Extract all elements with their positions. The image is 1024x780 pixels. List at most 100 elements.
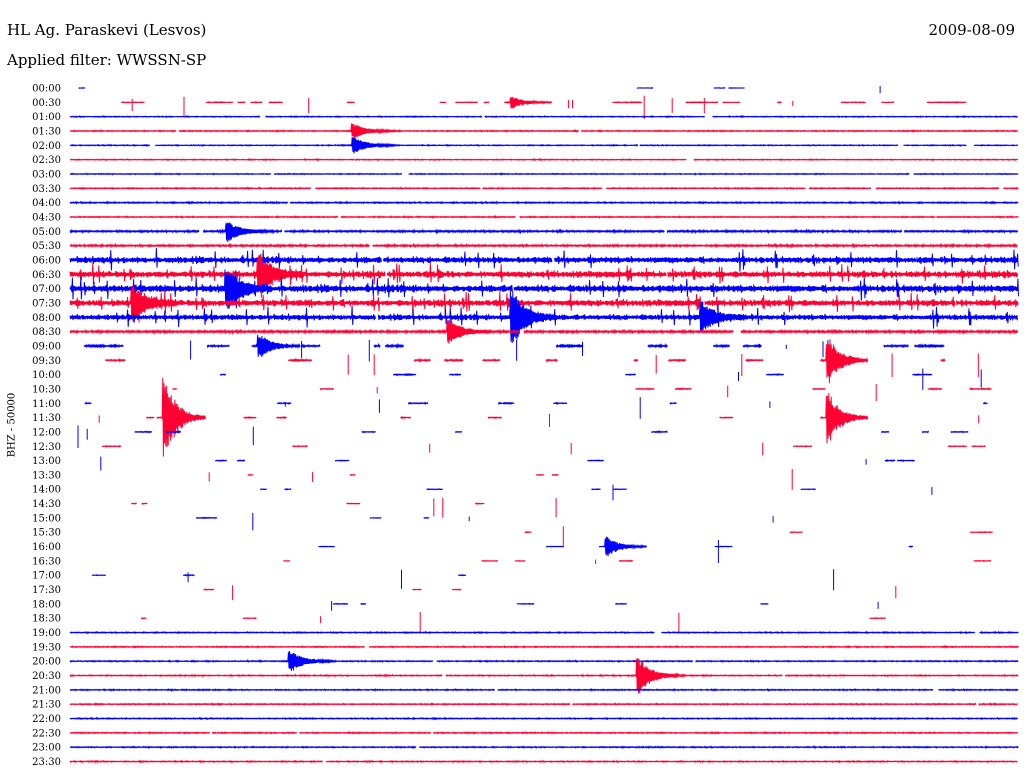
waveform-segment: [69, 186, 312, 191]
time-tick-label: 22:30: [32, 728, 61, 739]
waveform-segment: [591, 488, 601, 491]
waveform-segment: [439, 101, 447, 104]
time-tick-label: 20:30: [32, 671, 61, 682]
waveform-segment: [432, 730, 609, 735]
waveform-segment: [674, 387, 692, 391]
waveform-segment: [869, 617, 887, 620]
waveform-segment: [808, 186, 872, 191]
waveform-segment: [746, 358, 753, 362]
waveform-segment: [667, 264, 1019, 284]
waveform-segment: [69, 277, 142, 300]
waveform-segment: [504, 97, 553, 109]
waveform-segment: [793, 759, 1018, 764]
waveform-segment: [412, 588, 422, 591]
time-tick-label: 11:30: [32, 413, 61, 424]
waveform-segment: [983, 172, 1019, 176]
waveform-segment: [84, 401, 92, 405]
waveform-segment: [682, 172, 910, 176]
waveform-segment: [635, 387, 655, 391]
waveform-segment: [69, 129, 177, 133]
waveform-segment: [448, 373, 462, 377]
waveform-segment: [519, 215, 638, 219]
waveform-segment: [426, 488, 444, 491]
waveform-segment: [140, 269, 513, 309]
waveform-segment: [908, 545, 914, 548]
waveform-segment: [791, 228, 903, 235]
waveform-segment: [468, 716, 764, 721]
time-tick-label: 19:00: [32, 628, 61, 639]
waveform-segment: [497, 687, 582, 692]
waveform-segment: [283, 559, 291, 562]
waveform-segment: [361, 430, 376, 434]
waveform-segment: [989, 745, 1019, 749]
waveform-segment: [156, 157, 355, 162]
trace-row: [69, 222, 1019, 243]
time-tick-label: 02:30: [32, 155, 61, 166]
waveform-segment: [69, 200, 289, 205]
waveform-segment: [334, 459, 350, 462]
waveform-segment: [714, 545, 733, 548]
trace-row: [69, 759, 1018, 764]
trace-row: [203, 585, 897, 601]
waveform-segment: [503, 290, 553, 344]
trace-row: [69, 157, 1019, 162]
waveform-segment: [251, 334, 301, 357]
waveform-segment: [69, 158, 158, 162]
trace-row: [91, 569, 835, 591]
waveform-segment: [554, 249, 917, 272]
time-tick-label: 17:30: [32, 585, 61, 596]
waveform-segment: [315, 186, 481, 191]
waveform-segment: [732, 687, 821, 692]
waveform-segment: [896, 458, 915, 463]
waveform-segment: [924, 114, 1018, 119]
waveform-segment: [881, 101, 895, 104]
trace-row: [259, 484, 933, 501]
trace-row: [195, 512, 774, 531]
waveform-segment: [792, 444, 813, 448]
waveform-segment: [298, 730, 432, 735]
waveform-segment: [408, 172, 684, 176]
waveform-segment: [91, 574, 107, 577]
waveform-segment: [273, 172, 403, 176]
waveform-segment: [844, 644, 1019, 649]
waveform-segment: [712, 114, 829, 119]
waveform-segment: [971, 444, 986, 448]
time-tick-label: 06:00: [32, 256, 61, 267]
time-tick-label: 19:30: [32, 642, 61, 653]
time-tick-label: 16:00: [32, 542, 61, 553]
waveform-segment: [251, 254, 301, 293]
waveform-segment: [206, 343, 230, 349]
waveform-segment: [979, 630, 1019, 635]
waveform-segment: [888, 328, 1019, 335]
waveform-segment: [973, 143, 1019, 147]
waveform-segment: [384, 342, 405, 350]
record-date: 2009-08-09: [928, 21, 1015, 39]
waveform-segment: [936, 100, 967, 104]
waveform-segment: [880, 430, 890, 434]
trace-row: [219, 368, 982, 390]
time-tick-label: 09:30: [32, 356, 61, 367]
trace-row: [69, 658, 1019, 694]
waveform-segment: [417, 143, 639, 148]
waveform-segment: [436, 659, 694, 664]
waveform-segment: [719, 416, 734, 419]
waveform-segment: [247, 473, 254, 476]
waveform-segment: [712, 343, 730, 349]
time-tick-label: 13:00: [32, 456, 61, 467]
trace-row: [524, 526, 993, 548]
time-tick-label: 11:00: [32, 399, 61, 410]
waveform-segment: [284, 228, 665, 235]
trace-row: [69, 214, 1019, 220]
time-tick-label: 06:30: [32, 270, 61, 281]
waveform-segment: [598, 536, 648, 556]
trace-row: [69, 114, 1018, 119]
waveform-segment: [482, 358, 501, 363]
waveform-segment: [69, 286, 397, 319]
waveform-segment: [182, 573, 195, 577]
waveform-segment: [272, 630, 467, 635]
waveform-segment: [69, 651, 434, 671]
waveform-segment: [607, 731, 680, 735]
waveform-segment: [766, 242, 1018, 249]
time-tick-label: 05:00: [32, 227, 61, 238]
waveform-segment: [211, 731, 298, 735]
